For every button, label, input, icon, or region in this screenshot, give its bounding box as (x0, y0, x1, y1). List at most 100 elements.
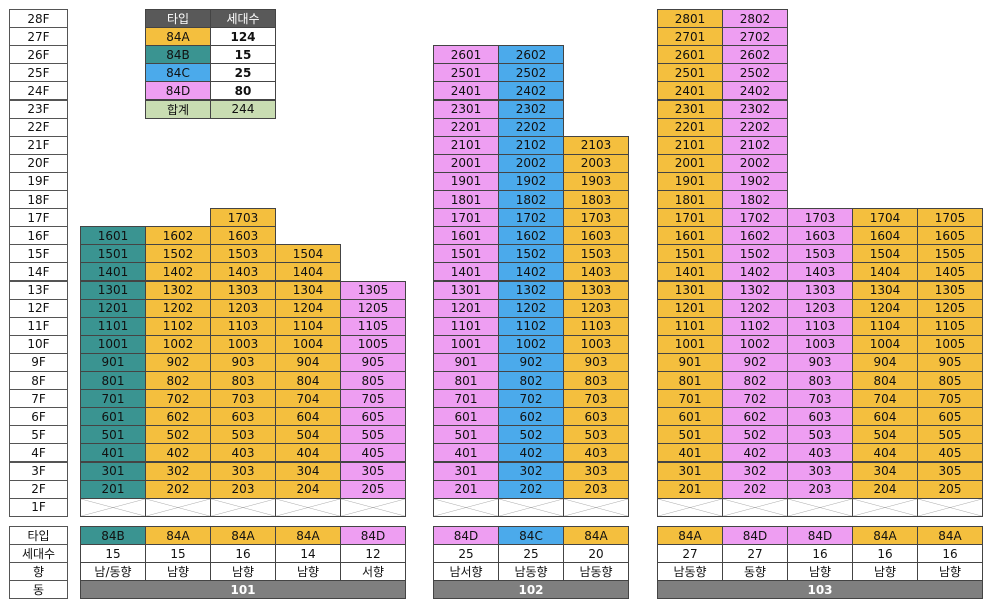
column-count: 25 (433, 544, 499, 563)
unit-cell: 303 (210, 461, 276, 481)
unit-cell: 902 (145, 352, 211, 372)
column-direction: 남서향 (433, 562, 499, 581)
floor-label: 22F (9, 117, 68, 137)
unit-cell: 1401 (433, 262, 499, 282)
unit-cell: 204 (275, 479, 341, 499)
unit-cell: 2501 (433, 63, 499, 83)
unit-cell: 1603 (787, 226, 853, 246)
pilotis-cell (145, 497, 211, 517)
unit-cell: 1101 (657, 316, 723, 336)
floor-label: 9F (9, 352, 68, 372)
unit-cell: 905 (340, 352, 406, 372)
floor-label: 25F (9, 63, 68, 83)
unit-cell: 1304 (275, 280, 341, 300)
column-direction: 남향 (210, 562, 276, 581)
column-type: 84D (340, 526, 406, 545)
unit-cell: 405 (340, 443, 406, 463)
unit-cell: 1403 (563, 262, 629, 282)
column-count: 20 (563, 544, 629, 563)
unit-cell: 2802 (722, 9, 788, 29)
floor-label: 1F (9, 497, 68, 517)
unit-cell: 203 (563, 479, 629, 499)
unit-cell: 2201 (433, 117, 499, 137)
unit-cell: 605 (917, 407, 983, 427)
unit-cell: 403 (563, 443, 629, 463)
floor-label: 4F (9, 443, 68, 463)
unit-cell: 505 (917, 425, 983, 445)
unit-cell: 1405 (917, 262, 983, 282)
unit-cell: 401 (657, 443, 723, 463)
pilotis-cell (275, 497, 341, 517)
unit-cell: 802 (498, 371, 564, 391)
unit-cell: 1204 (852, 298, 918, 318)
column-type: 84D (787, 526, 853, 545)
cross-icon (434, 499, 498, 516)
unit-cell: 1601 (80, 226, 146, 246)
column-type: 84A (852, 526, 918, 545)
unit-cell: 202 (498, 479, 564, 499)
column-type: 84A (917, 526, 983, 545)
unit-cell: 2701 (657, 27, 723, 47)
unit-cell: 904 (852, 352, 918, 372)
unit-cell: 205 (340, 479, 406, 499)
unit-cell: 803 (210, 371, 276, 391)
unit-cell: 1202 (722, 298, 788, 318)
unit-cell: 2202 (498, 117, 564, 137)
unit-cell: 1103 (210, 316, 276, 336)
unit-cell: 604 (852, 407, 918, 427)
unit-cell: 2502 (722, 63, 788, 83)
unit-cell: 1201 (433, 298, 499, 318)
unit-cell: 802 (145, 371, 211, 391)
unit-cell: 303 (787, 461, 853, 481)
column-count: 25 (498, 544, 564, 563)
column-count: 27 (722, 544, 788, 563)
cross-icon (146, 499, 210, 516)
unit-cell: 601 (657, 407, 723, 427)
pilotis-cell (433, 497, 499, 517)
unit-cell: 2401 (657, 81, 723, 101)
unit-cell: 501 (433, 425, 499, 445)
unit-cell: 803 (563, 371, 629, 391)
unit-cell: 705 (917, 389, 983, 409)
unit-cell: 703 (787, 389, 853, 409)
unit-cell: 703 (563, 389, 629, 409)
unit-cell: 1102 (722, 316, 788, 336)
unit-cell: 1901 (657, 171, 723, 191)
unit-cell: 805 (917, 371, 983, 391)
unit-cell: 1702 (498, 208, 564, 228)
unit-cell: 404 (275, 443, 341, 463)
floor-label: 26F (9, 45, 68, 65)
unit-cell: 1005 (340, 334, 406, 354)
unit-cell: 501 (80, 425, 146, 445)
unit-cell: 1102 (145, 316, 211, 336)
unit-cell: 1503 (563, 244, 629, 264)
column-type: 84C (498, 526, 564, 545)
unit-cell: 2103 (563, 135, 629, 155)
column-direction: 남향 (852, 562, 918, 581)
unit-cell: 701 (657, 389, 723, 409)
unit-cell: 1102 (498, 316, 564, 336)
unit-cell: 401 (80, 443, 146, 463)
floor-label: 14F (9, 262, 68, 282)
unit-cell: 1605 (917, 226, 983, 246)
row-label-count: 세대수 (9, 544, 68, 563)
unit-cell: 2301 (433, 99, 499, 119)
floor-label: 3F (9, 461, 68, 481)
floor-label: 19F (9, 171, 68, 191)
unit-cell: 803 (787, 371, 853, 391)
unit-cell: 602 (145, 407, 211, 427)
floor-label: 17F (9, 208, 68, 228)
legend-count: 124 (210, 27, 276, 47)
unit-cell: 1004 (852, 334, 918, 354)
unit-cell: 2402 (722, 81, 788, 101)
column-type: 84A (275, 526, 341, 545)
cross-icon (211, 499, 275, 516)
floor-label: 7F (9, 389, 68, 409)
unit-cell: 2101 (433, 135, 499, 155)
floor-label: 5F (9, 425, 68, 445)
unit-cell: 303 (563, 461, 629, 481)
column-type: 84B (80, 526, 146, 545)
unit-cell: 1503 (210, 244, 276, 264)
column-count: 27 (657, 544, 723, 563)
unit-cell: 704 (852, 389, 918, 409)
